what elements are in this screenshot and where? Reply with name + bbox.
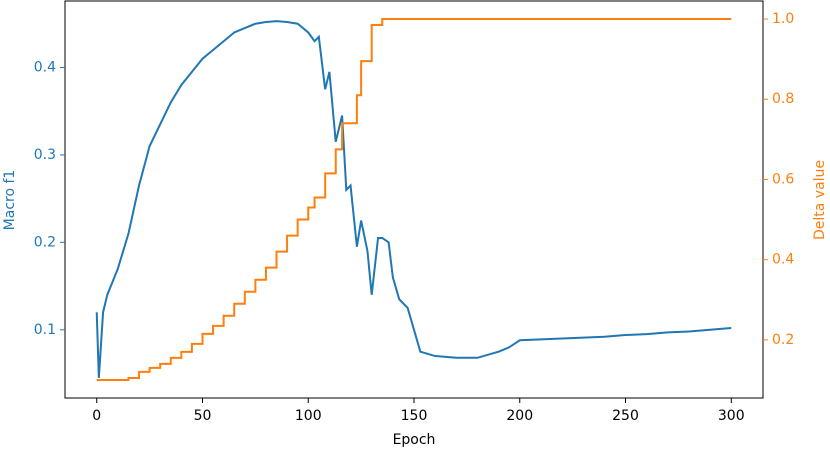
y2-tick-label: 1.0 [772, 11, 794, 27]
x-tick-label: 0 [92, 408, 101, 424]
y-tick-label: 0.1 [34, 322, 56, 338]
x-tick-label: 200 [506, 408, 533, 424]
x-tick-label: 300 [718, 408, 745, 424]
x-tick-label: 100 [295, 408, 322, 424]
series-line [96, 18, 732, 381]
y2-tick-label: 0.6 [772, 171, 794, 187]
x-axis-label: Epoch [393, 432, 436, 448]
y-tick-label: 0.2 [34, 234, 56, 250]
plot-frame [64, 0, 764, 399]
y2-tick-label: 0.4 [772, 252, 794, 268]
y2-axis-label: Delta value [812, 160, 828, 240]
y-axis-label: Macro f1 [2, 170, 18, 231]
y2-tick-label: 0.2 [772, 332, 794, 348]
x-tick-label: 50 [194, 408, 212, 424]
x-tick-label: 250 [612, 408, 639, 424]
series-line [95, 20, 732, 378]
y-tick-label: 0.4 [34, 59, 56, 75]
x-tick-label: 150 [401, 408, 428, 424]
y-tick-label: 0.3 [34, 147, 56, 163]
y2-tick-label: 0.8 [772, 91, 794, 107]
